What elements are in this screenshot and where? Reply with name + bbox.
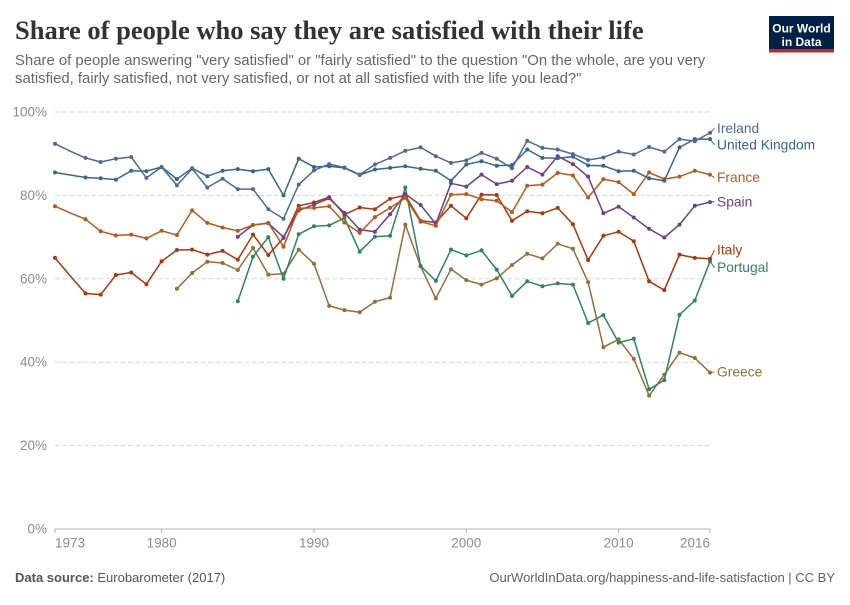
svg-text:satisfied, fairly satisfied, n: satisfied, fairly satisfied, not very sa… — [15, 71, 581, 87]
svg-text:Greece: Greece — [717, 365, 763, 380]
svg-text:0%: 0% — [27, 522, 47, 537]
svg-text:Italy: Italy — [717, 243, 742, 258]
svg-text:Data source: Eurobarometer (20: Data source: Eurobarometer (2017) — [15, 570, 225, 585]
svg-text:1980: 1980 — [147, 536, 177, 551]
svg-text:40%: 40% — [20, 355, 47, 370]
svg-text:in Data: in Data — [781, 35, 821, 49]
svg-text:Ireland: Ireland — [717, 121, 759, 136]
svg-text:80%: 80% — [20, 188, 47, 203]
svg-text:2000: 2000 — [451, 536, 481, 551]
svg-text:1973: 1973 — [55, 536, 85, 551]
svg-text:France: France — [717, 170, 760, 185]
svg-text:Share of people who say they a: Share of people who say they are satisfi… — [15, 15, 644, 45]
svg-text:100%: 100% — [12, 105, 47, 120]
svg-text:20%: 20% — [20, 438, 47, 453]
svg-text:United Kingdom: United Kingdom — [717, 137, 815, 152]
svg-text:2016: 2016 — [680, 536, 710, 551]
svg-text:2010: 2010 — [604, 536, 634, 551]
svg-text:Our World: Our World — [772, 22, 830, 36]
svg-text:1990: 1990 — [299, 536, 329, 551]
svg-text:OurWorldInData.org/happiness-a: OurWorldInData.org/happiness-and-life-sa… — [489, 570, 835, 585]
svg-text:Portugal: Portugal — [717, 260, 768, 275]
svg-text:Share of people answering "ver: Share of people answering "very satisfie… — [15, 53, 706, 69]
svg-text:60%: 60% — [20, 271, 47, 286]
svg-text:Spain: Spain — [717, 194, 752, 209]
